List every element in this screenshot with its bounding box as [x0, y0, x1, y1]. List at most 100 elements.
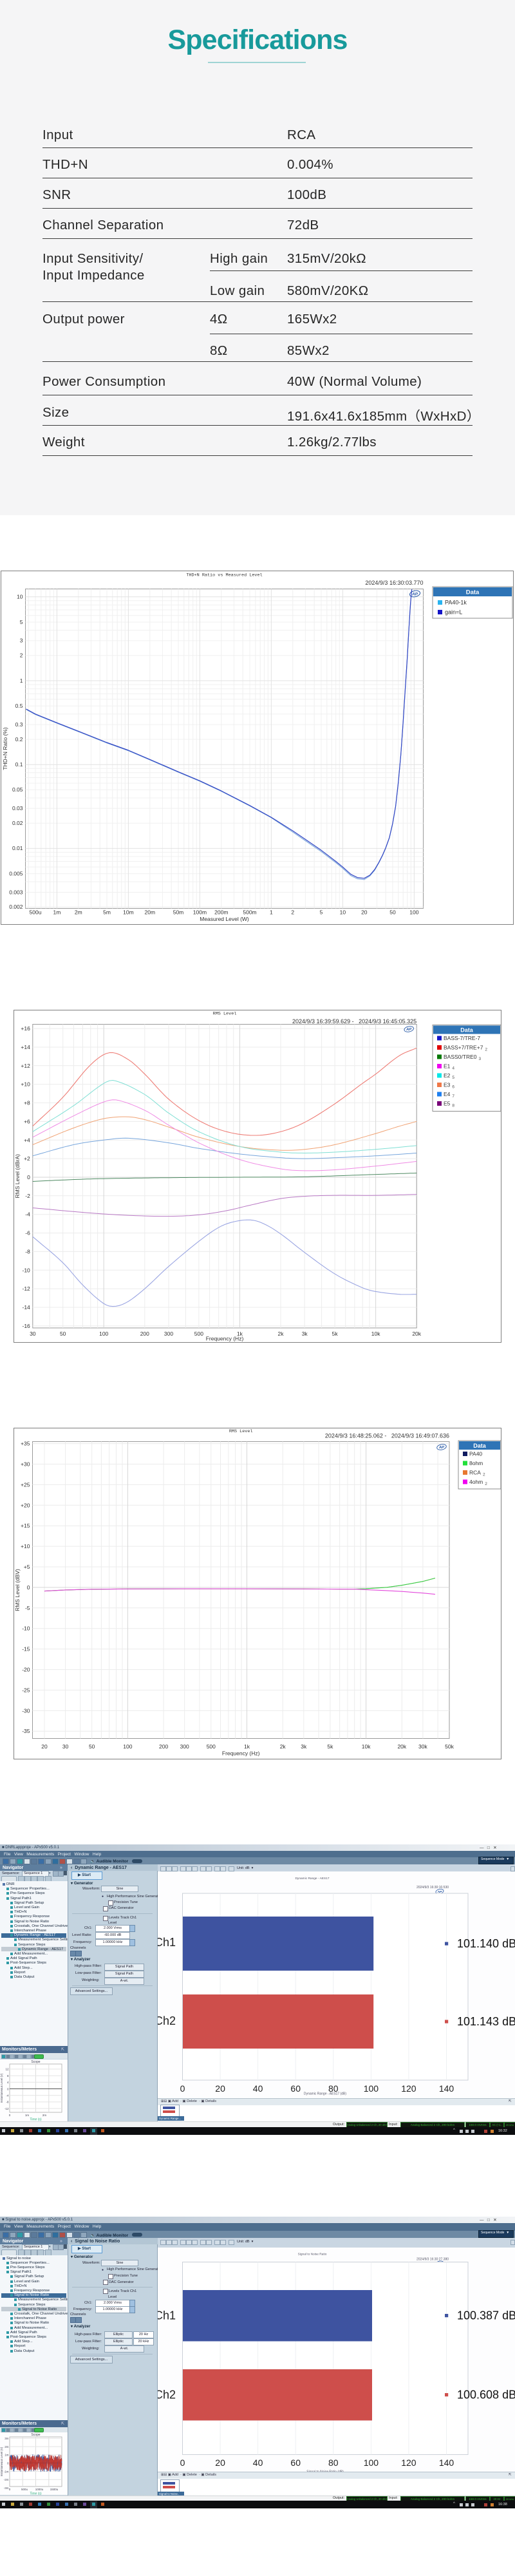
- svg-text:+30: +30: [21, 1461, 30, 1468]
- svg-text:2m: 2m: [5, 2445, 9, 2448]
- svg-text:3m: 3m: [5, 2437, 9, 2440]
- svg-text:40: 40: [253, 2458, 263, 2468]
- svg-text:3k: 3k: [302, 1331, 308, 1337]
- svg-text:-8: -8: [25, 1248, 30, 1255]
- svg-text:Instantaneous Level (V): Instantaneous Level (V): [0, 2073, 3, 2103]
- svg-text:0: 0: [27, 1584, 30, 1591]
- svg-text:Ch2: Ch2: [158, 2388, 176, 2401]
- svg-text:PA40: PA40: [469, 1451, 482, 1457]
- svg-text:Dynamic Range - AES17 (dB): Dynamic Range - AES17 (dB): [304, 2092, 346, 2096]
- svg-text:Time (s): Time (s): [30, 2118, 41, 2122]
- svg-text:THD+N Ratio vs Measured Level: THD+N Ratio vs Measured Level: [186, 573, 262, 578]
- svg-text:10k: 10k: [362, 1743, 371, 1750]
- svg-text:0: 0: [180, 2083, 185, 2094]
- svg-text:+20: +20: [21, 1502, 30, 1508]
- svg-text:60: 60: [290, 2083, 301, 2094]
- svg-text:+4: +4: [24, 1137, 30, 1143]
- svg-text:1500u: 1500u: [50, 2488, 59, 2491]
- svg-text:Data: Data: [460, 1027, 474, 1033]
- svg-text:-30: -30: [22, 1707, 30, 1714]
- svg-text:100.387 dB: 100.387 dB: [457, 2309, 515, 2322]
- svg-text:8ohm: 8ohm: [469, 1460, 483, 1466]
- svg-text:0.03: 0.03: [12, 805, 23, 811]
- svg-text:200m: 200m: [214, 909, 228, 916]
- svg-text:2024/9/3 16:30:10.530: 2024/9/3 16:30:10.530: [417, 1886, 449, 1889]
- svg-text:100: 100: [364, 2458, 379, 2468]
- svg-text:120: 120: [401, 2458, 417, 2468]
- svg-text:50: 50: [389, 909, 396, 916]
- svg-text:0: 0: [9, 2488, 11, 2491]
- svg-text:+8: +8: [24, 1099, 30, 1106]
- svg-text:-6: -6: [25, 1229, 30, 1236]
- svg-text:Data: Data: [466, 589, 480, 596]
- svg-text:0: 0: [9, 2114, 11, 2117]
- svg-text:5m: 5m: [103, 909, 111, 916]
- svg-text:-12: -12: [5, 2107, 9, 2110]
- svg-text:100: 100: [364, 2083, 379, 2094]
- svg-text:Measured Level (W): Measured Level (W): [200, 916, 249, 922]
- svg-text:5k: 5k: [327, 1743, 333, 1750]
- svg-text:20: 20: [215, 2458, 225, 2468]
- svg-text:+25: +25: [21, 1481, 30, 1488]
- svg-text:30k: 30k: [418, 1743, 427, 1750]
- svg-text:5: 5: [320, 909, 323, 916]
- svg-text:5k: 5k: [332, 1331, 339, 1337]
- svg-text:-5: -5: [25, 1605, 30, 1611]
- svg-text:-35: -35: [22, 1728, 30, 1734]
- svg-text:2024/9/3 16:48:25.062 - 2024: 2024/9/3 16:48:25.062 - 2024/9/3 16:49:0…: [325, 1433, 449, 1439]
- svg-text:2k: 2k: [278, 1331, 285, 1337]
- svg-text:Signal to Noise Ratio (dB): Signal to Noise Ratio (dB): [306, 2470, 344, 2472]
- svg-text:10m: 10m: [123, 909, 134, 916]
- svg-text:20: 20: [41, 1743, 48, 1750]
- svg-text:50: 50: [60, 1331, 66, 1337]
- svg-text:-2: -2: [25, 1192, 30, 1198]
- svg-text:0.05: 0.05: [12, 786, 23, 793]
- svg-text:5: 5: [20, 619, 23, 625]
- svg-text:20: 20: [215, 2083, 225, 2094]
- svg-text:RMS Level (dBV): RMS Level (dBV): [14, 1569, 21, 1611]
- svg-text:3: 3: [20, 638, 23, 644]
- svg-text:200: 200: [159, 1743, 168, 1750]
- svg-text:-20: -20: [22, 1667, 30, 1673]
- svg-text:1k: 1k: [237, 1331, 243, 1337]
- svg-text:2: 2: [20, 652, 23, 659]
- svg-text:+6: +6: [24, 1118, 30, 1124]
- svg-text:0: 0: [27, 1174, 30, 1180]
- svg-text:200: 200: [140, 1331, 149, 1337]
- svg-text:12: 12: [5, 2068, 9, 2071]
- svg-text:20k: 20k: [397, 1743, 406, 1750]
- svg-text:2m: 2m: [75, 909, 82, 916]
- svg-text:140: 140: [439, 2083, 454, 2094]
- svg-text:Dynamic Range - AES17: Dynamic Range - AES17: [295, 1877, 329, 1880]
- svg-text:-4: -4: [25, 1211, 30, 1217]
- svg-text:Scope: Scope: [31, 2433, 40, 2437]
- svg-text:40: 40: [253, 2083, 263, 2094]
- svg-text:1m: 1m: [5, 2454, 9, 2457]
- svg-text:1m: 1m: [25, 2114, 30, 2117]
- svg-text:RMS Level: RMS Level: [229, 1429, 253, 1434]
- svg-text:+35: +35: [21, 1441, 30, 1447]
- svg-text:RMS Level (dBrA): RMS Level (dBrA): [14, 1153, 21, 1198]
- svg-text:2024/9/3 16:30:27.380: 2024/9/3 16:30:27.380: [417, 2257, 449, 2261]
- svg-text:0: 0: [7, 2462, 9, 2465]
- svg-text:PA40-1k: PA40-1k: [445, 600, 467, 606]
- svg-text:4: 4: [7, 2081, 9, 2084]
- svg-text:0.003: 0.003: [9, 889, 23, 895]
- svg-text:100m: 100m: [193, 909, 207, 916]
- svg-text:1: 1: [270, 909, 273, 916]
- svg-text:0.2: 0.2: [15, 736, 23, 743]
- svg-text:60: 60: [290, 2458, 301, 2468]
- svg-text:-4: -4: [6, 2094, 8, 2098]
- svg-text:500: 500: [194, 1331, 203, 1337]
- svg-text:0.01: 0.01: [12, 845, 23, 851]
- svg-text:100: 100: [123, 1743, 132, 1750]
- svg-text:2: 2: [291, 909, 294, 916]
- svg-text:20m: 20m: [145, 909, 156, 916]
- svg-text:Frequency (Hz): Frequency (Hz): [222, 1750, 260, 1757]
- svg-text:THD+N Ratio (%): THD+N Ratio (%): [2, 727, 8, 770]
- svg-text:500u: 500u: [30, 909, 42, 916]
- svg-text:1: 1: [20, 677, 23, 684]
- svg-text:500m: 500m: [243, 909, 256, 916]
